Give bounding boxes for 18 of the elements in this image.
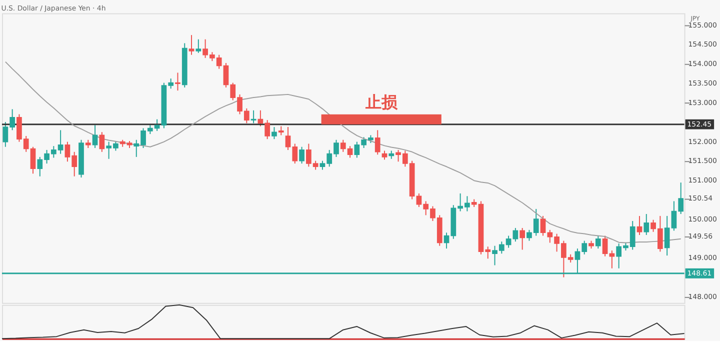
candlestick <box>92 124 98 149</box>
candlestick <box>196 38 202 54</box>
candlestick <box>272 126 277 140</box>
candlestick <box>595 235 601 250</box>
candlestick <box>374 130 380 156</box>
candlestick <box>299 146 304 164</box>
candlestick <box>175 72 180 92</box>
candlestick <box>644 214 650 236</box>
annotation: 止损 <box>364 92 398 112</box>
candlestick <box>636 215 642 236</box>
candlestick <box>512 227 518 242</box>
candlestick <box>188 34 194 56</box>
candlestick <box>609 250 615 269</box>
candlestick <box>250 110 256 124</box>
candlestick <box>99 132 105 152</box>
candlestick <box>602 235 608 257</box>
candlestick <box>520 227 526 250</box>
candlestick <box>664 215 670 256</box>
